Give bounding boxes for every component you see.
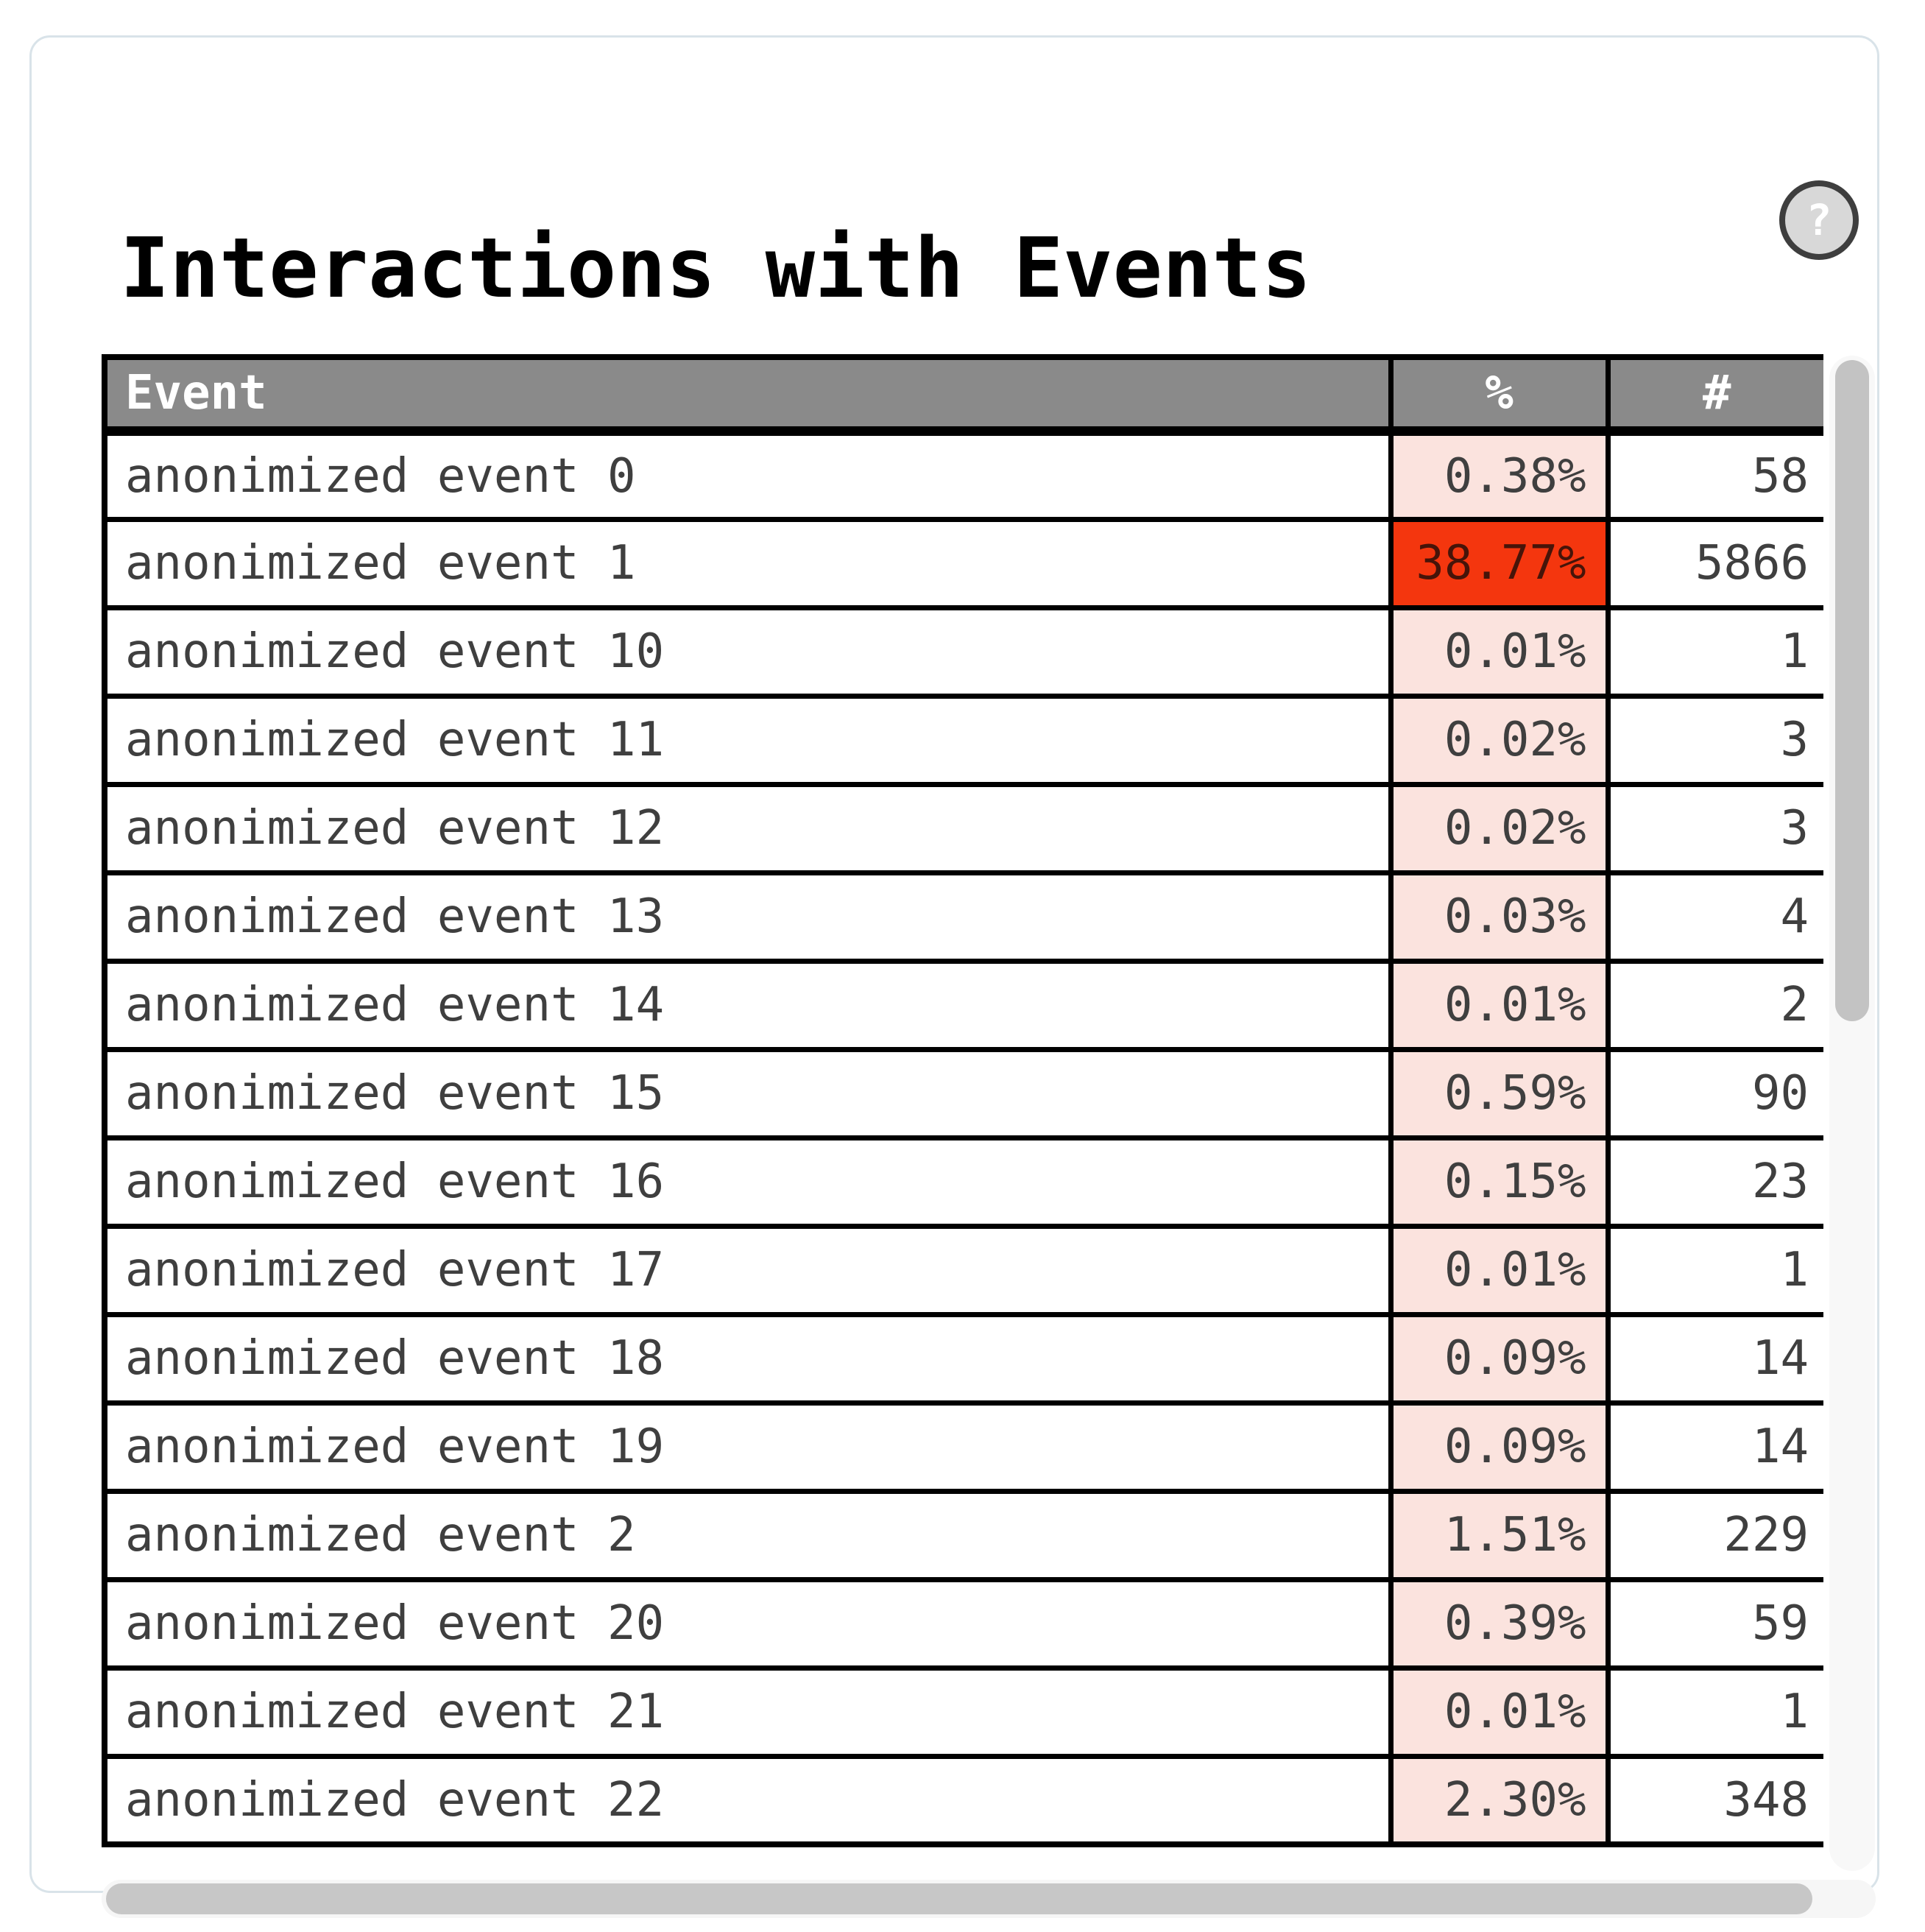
event-name-cell: anonimized event 22 [102,1753,1394,1847]
column-header-event[interactable]: Event [102,354,1394,436]
vertical-scrollbar-thumb[interactable] [1835,360,1869,1021]
page-title: Interactions with Events [120,221,1312,317]
count-cell: 348 [1605,1753,1823,1847]
horizontal-scrollbar-track[interactable] [102,1880,1876,1918]
percent-cell: 38.77% [1388,516,1611,610]
table-row[interactable]: anonimized event 20 0.39% 59 [102,1576,1823,1671]
event-name-cell: anonimized event 13 [102,870,1394,964]
percent-cell: 0.09% [1388,1311,1611,1406]
percent-cell: 0.01% [1388,1665,1611,1759]
widget-card: Interactions with Events ? Event % # [29,35,1879,1918]
percent-cell: 0.15% [1388,1135,1611,1229]
count-cell: 4 [1605,870,1823,964]
percent-cell: 0.01% [1388,1223,1611,1317]
event-name-cell: anonimized event 2 [102,1488,1394,1582]
count-cell: 5866 [1605,516,1823,610]
table-row[interactable]: anonimized event 10 0.01% 1 [102,604,1823,699]
percent-cell: 0.38% [1388,428,1611,522]
percent-cell: 0.39% [1388,1576,1611,1671]
count-cell: 1 [1605,604,1823,699]
count-cell: 1 [1605,1223,1823,1317]
event-name-cell: anonimized event 14 [102,958,1394,1052]
percent-cell: 0.09% [1388,1400,1611,1494]
table-row[interactable]: anonimized event 21 0.01% 1 [102,1665,1823,1759]
table-row[interactable]: anonimized event 15 0.59% 90 [102,1046,1823,1140]
event-name-cell: anonimized event 15 [102,1046,1394,1140]
table-row[interactable]: anonimized event 18 0.09% 14 [102,1311,1823,1406]
count-cell: 14 [1605,1311,1823,1406]
percent-cell: 0.59% [1388,1046,1611,1140]
events-table: Event % # anonimized event 0 0.38% 58 an… [102,354,1823,1847]
percent-cell: 0.02% [1388,781,1611,875]
table-row[interactable]: anonimized event 14 0.01% 2 [102,958,1823,1052]
horizontal-scrollbar-thumb[interactable] [106,1883,1812,1914]
percent-cell: 2.30% [1388,1753,1611,1847]
event-name-cell: anonimized event 20 [102,1576,1394,1671]
table-header-row: Event % # [102,354,1823,436]
percent-cell: 1.51% [1388,1488,1611,1582]
event-name-cell: anonimized event 0 [102,428,1394,522]
table-row[interactable]: anonimized event 13 0.03% 4 [102,870,1823,964]
event-name-cell: anonimized event 17 [102,1223,1394,1317]
events-table-viewport: Event % # anonimized event 0 0.38% 58 an… [102,354,1823,1872]
table-row[interactable]: anonimized event 2 1.51% 229 [102,1488,1823,1582]
event-name-cell: anonimized event 1 [102,516,1394,610]
percent-cell: 0.01% [1388,604,1611,699]
count-cell: 229 [1605,1488,1823,1582]
count-cell: 2 [1605,958,1823,1052]
percent-cell: 0.02% [1388,693,1611,787]
help-button[interactable]: ? [1779,180,1859,260]
percent-cell: 0.01% [1388,958,1611,1052]
event-name-cell: anonimized event 21 [102,1665,1394,1759]
event-name-cell: anonimized event 19 [102,1400,1394,1494]
count-cell: 3 [1605,781,1823,875]
question-mark-icon: ? [1806,195,1832,245]
vertical-scrollbar-track[interactable] [1829,356,1875,1871]
event-name-cell: anonimized event 18 [102,1311,1394,1406]
event-name-cell: anonimized event 11 [102,693,1394,787]
table-row[interactable]: anonimized event 12 0.02% 3 [102,781,1823,875]
column-header-count[interactable]: # [1605,354,1823,436]
table-row[interactable]: anonimized event 22 2.30% 348 [102,1753,1823,1847]
column-header-percent[interactable]: % [1388,354,1611,436]
count-cell: 59 [1605,1576,1823,1671]
event-name-cell: anonimized event 10 [102,604,1394,699]
count-cell: 90 [1605,1046,1823,1140]
table-row[interactable]: anonimized event 1 38.77% 5866 [102,516,1823,610]
event-name-cell: anonimized event 16 [102,1135,1394,1229]
table-row[interactable]: anonimized event 11 0.02% 3 [102,693,1823,787]
events-table-body: anonimized event 0 0.38% 58 anonimized e… [102,428,1823,1847]
table-row[interactable]: anonimized event 16 0.15% 23 [102,1135,1823,1229]
table-row[interactable]: anonimized event 0 0.38% 58 [102,428,1823,522]
table-row[interactable]: anonimized event 19 0.09% 14 [102,1400,1823,1494]
count-cell: 1 [1605,1665,1823,1759]
percent-cell: 0.03% [1388,870,1611,964]
count-cell: 3 [1605,693,1823,787]
table-row[interactable]: anonimized event 17 0.01% 1 [102,1223,1823,1317]
event-name-cell: anonimized event 12 [102,781,1394,875]
count-cell: 23 [1605,1135,1823,1229]
count-cell: 14 [1605,1400,1823,1494]
count-cell: 58 [1605,428,1823,522]
